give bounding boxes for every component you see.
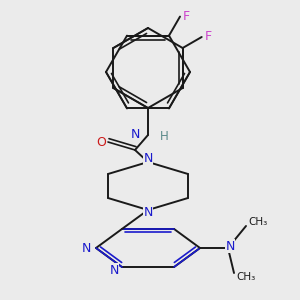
Text: F: F xyxy=(205,31,212,44)
Text: O: O xyxy=(96,136,106,148)
Text: N: N xyxy=(143,206,153,220)
Text: N: N xyxy=(143,152,153,166)
Text: CH₃: CH₃ xyxy=(248,217,268,227)
Text: N: N xyxy=(225,239,235,253)
Text: N: N xyxy=(81,242,91,254)
Text: CH₃: CH₃ xyxy=(236,272,256,282)
Text: N: N xyxy=(109,264,119,277)
Text: H: H xyxy=(160,130,169,142)
Text: F: F xyxy=(182,10,190,23)
Text: N: N xyxy=(130,128,140,142)
